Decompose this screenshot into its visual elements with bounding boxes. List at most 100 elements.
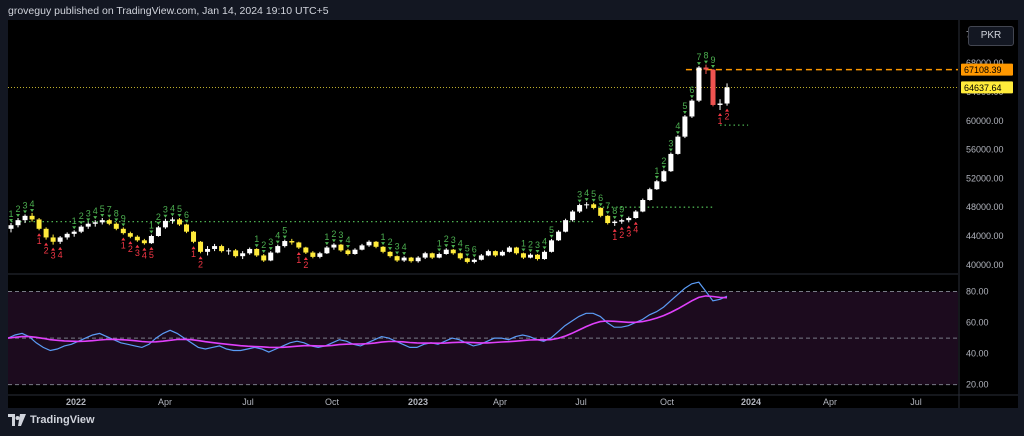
candle-body <box>450 249 456 254</box>
td-setup-marker <box>549 234 554 238</box>
td-setup-label: 2 <box>661 156 666 166</box>
candle-body <box>113 223 119 229</box>
td-countdown-marker <box>191 246 196 250</box>
td-setup-marker <box>689 95 694 99</box>
top-bar <box>0 0 1024 22</box>
td-setup-label: 1 <box>72 216 77 226</box>
td-setup-label: 3 <box>577 190 582 200</box>
td-countdown-label: 2 <box>198 259 203 269</box>
candle-body <box>352 249 358 254</box>
td-setup-marker <box>275 240 280 244</box>
td-setup-label: 9 <box>619 205 624 215</box>
price-tick-label: 52000.00 <box>966 173 1004 183</box>
candle-body <box>605 215 611 224</box>
candle-body <box>387 251 393 257</box>
price-tag <box>961 81 1013 94</box>
candle-body <box>296 242 302 248</box>
candle-body <box>464 258 470 262</box>
candle-body <box>422 253 428 258</box>
candle-body <box>345 250 351 254</box>
td-setup-label: 2 <box>528 239 533 249</box>
candle-body <box>647 189 653 200</box>
candle-body <box>317 253 323 257</box>
chart-canvas[interactable]: 72000.0068000.0064000.0060000.0056000.00… <box>8 20 1018 408</box>
candle-body <box>282 241 288 247</box>
td-setup-marker <box>598 203 603 207</box>
candle-body <box>303 247 309 253</box>
td-setup-marker <box>661 165 666 169</box>
td-setup-marker <box>184 219 189 223</box>
price-tag-label: 64637.64 <box>964 83 1002 93</box>
chart-area[interactable]: 72000.0068000.0064000.0060000.0056000.00… <box>8 20 1018 408</box>
price-tick-label: 40000.00 <box>966 260 1004 270</box>
td-setup-marker <box>324 242 329 246</box>
candle-body <box>268 252 274 261</box>
td-countdown-marker <box>626 225 631 229</box>
tradingview-logo[interactable]: TradingView <box>8 414 95 426</box>
td-setup-label: 4 <box>170 203 175 213</box>
td-setup-marker <box>388 247 393 251</box>
candle-body <box>689 100 695 117</box>
td-countdown-marker <box>44 242 49 246</box>
td-setup-marker <box>79 221 84 225</box>
candle-body <box>591 204 597 208</box>
candle-body <box>513 247 519 254</box>
candle-body <box>457 253 463 259</box>
td-setup-marker <box>395 251 400 255</box>
candle-body <box>492 251 498 256</box>
candle-body <box>275 246 281 253</box>
td-setup-marker <box>338 239 343 243</box>
td-setup-marker <box>535 250 540 253</box>
td-setup-label: 2 <box>261 240 266 250</box>
candle-body <box>36 219 42 229</box>
td-setup-label: 3 <box>338 230 343 240</box>
candle-body <box>8 225 14 229</box>
candle-body <box>22 215 28 221</box>
candle-body <box>338 244 344 251</box>
rsi-tick-label: 80.00 <box>966 287 989 297</box>
candle-body <box>429 253 435 258</box>
td-setup-marker <box>696 62 701 66</box>
td-setup-label: 5 <box>177 204 182 214</box>
td-setup-label: 2 <box>156 212 161 222</box>
candle-body <box>78 226 84 232</box>
td-countdown-label: 5 <box>149 250 154 260</box>
td-setup-marker <box>654 175 659 179</box>
time-tick-label: 2022 <box>66 397 86 407</box>
td-setup-label: 9 <box>121 213 126 223</box>
time-tick-label: Jul <box>910 397 922 407</box>
candle-body <box>724 87 730 104</box>
candle-body <box>120 228 126 234</box>
candle-body <box>535 254 540 260</box>
candle-body <box>43 228 49 238</box>
td-setup-marker <box>156 221 161 225</box>
td-countdown-marker <box>198 256 203 260</box>
td-countdown-label: 4 <box>633 225 638 235</box>
td-setup-label: 2 <box>331 229 336 239</box>
candle-body <box>471 259 477 262</box>
candle-body <box>240 253 246 257</box>
price-tag-label: 67108.39 <box>964 65 1002 75</box>
candle-body <box>205 248 211 252</box>
td-setup-marker <box>261 250 266 253</box>
price-tick-label: 56000.00 <box>966 145 1004 155</box>
td-setup-marker <box>612 216 617 220</box>
td-setup-marker <box>577 199 582 203</box>
candle-body <box>373 241 379 247</box>
td-setup-marker <box>437 248 442 252</box>
time-tick-label: Oct <box>660 397 675 407</box>
td-setup-marker <box>584 198 589 202</box>
currency-button[interactable]: PKR <box>968 26 1014 46</box>
rsi-tick-label: 40.00 <box>966 349 989 359</box>
price-tick-label: 44000.00 <box>966 231 1004 241</box>
td-setup-marker <box>591 198 596 202</box>
td-countdown-marker <box>612 228 617 232</box>
price-tick-label: 60000.00 <box>966 116 1004 126</box>
candle-body <box>506 247 512 252</box>
td-setup-marker <box>605 211 610 215</box>
td-setup-marker <box>30 208 35 212</box>
candle-body <box>176 219 182 225</box>
candle-body <box>219 246 225 252</box>
td-setup-label: 4 <box>542 236 547 246</box>
td-setup-label: 4 <box>458 239 463 249</box>
